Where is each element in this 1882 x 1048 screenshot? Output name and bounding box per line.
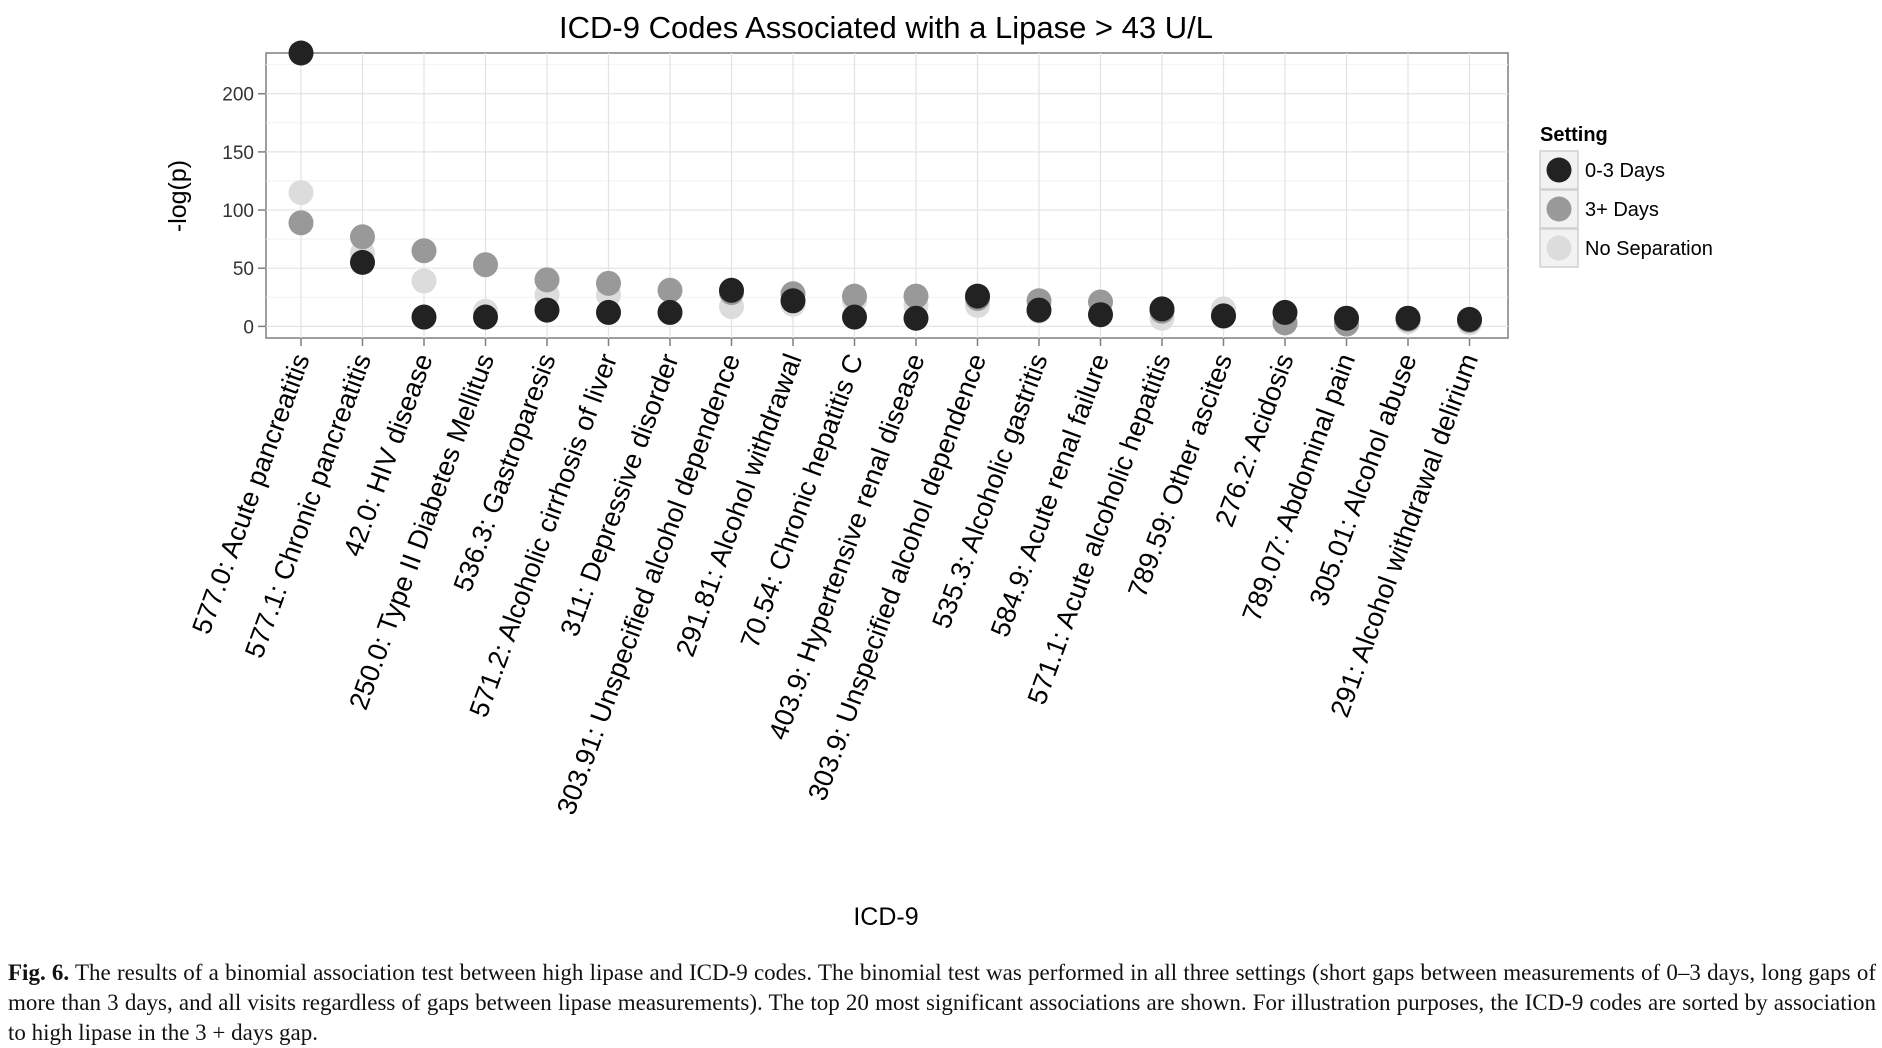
point-0-3-days <box>288 40 314 66</box>
point-no-separation <box>411 268 437 294</box>
point-3-days <box>596 270 621 296</box>
point-0-3-days <box>1272 299 1298 325</box>
point-3-days <box>534 267 560 293</box>
point-3-days <box>350 224 375 250</box>
y-tick-label: 0 <box>243 317 254 338</box>
point-0-3-days <box>534 297 560 323</box>
point-0-3-days <box>965 283 990 309</box>
data-points <box>288 40 1482 337</box>
point-3-days <box>411 238 437 264</box>
legend: Setting 0-3 Days 3+ Days No Separation <box>1539 124 1713 268</box>
point-0-3-days <box>1457 306 1482 332</box>
point-0-3-days <box>350 249 375 275</box>
y-axis: 0 50 100 150 200 <box>222 85 266 338</box>
plot-panel <box>265 52 1509 339</box>
y-tick-label: 100 <box>222 201 254 222</box>
point-3-days <box>288 210 314 236</box>
legend-label: No Separation <box>1585 238 1713 260</box>
y-tick-label: 200 <box>222 85 254 106</box>
legend-key-dot <box>1546 196 1572 222</box>
point-0-3-days <box>719 277 744 303</box>
x-axis-title: ICD-9 <box>853 903 918 930</box>
point-3-days <box>657 277 683 303</box>
point-0-3-days <box>473 304 498 330</box>
x-tick-label: 789.07: Abdominal pain <box>1236 350 1361 625</box>
point-0-3-days <box>1149 296 1175 322</box>
point-3-days <box>842 283 867 309</box>
point-no-separation <box>288 180 314 206</box>
legend-label: 3+ Days <box>1585 199 1659 221</box>
point-0-3-days <box>1334 305 1359 331</box>
legend-label: 0-3 Days <box>1585 160 1665 182</box>
legend-key-dot <box>1546 157 1572 183</box>
point-0-3-days <box>657 299 683 325</box>
point-0-3-days <box>1088 302 1113 328</box>
y-axis-title: -log(p) <box>164 160 192 232</box>
y-tick-label: 150 <box>222 143 254 164</box>
point-0-3-days <box>411 304 437 330</box>
point-0-3-days <box>842 304 867 330</box>
point-3-days <box>473 252 498 278</box>
point-0-3-days <box>903 305 929 331</box>
point-3-days <box>903 283 929 309</box>
caption-label: Fig. 6. <box>8 960 70 985</box>
legend-title: Setting <box>1540 124 1608 146</box>
point-0-3-days <box>596 299 621 325</box>
point-0-3-days <box>1395 305 1421 331</box>
y-tick-label: 50 <box>233 259 254 280</box>
point-0-3-days <box>1211 303 1236 329</box>
chart: ICD-9 Codes Associated with a Lipase > 4… <box>164 10 1713 930</box>
figure-caption: Fig. 6. The results of a binomial associ… <box>8 958 1876 1048</box>
legend-key-dot <box>1546 235 1572 261</box>
chart-title: ICD-9 Codes Associated with a Lipase > 4… <box>559 10 1213 45</box>
caption-text: The results of a binomial association te… <box>8 960 1876 1045</box>
point-0-3-days <box>1026 297 1052 323</box>
point-0-3-days <box>780 288 806 314</box>
